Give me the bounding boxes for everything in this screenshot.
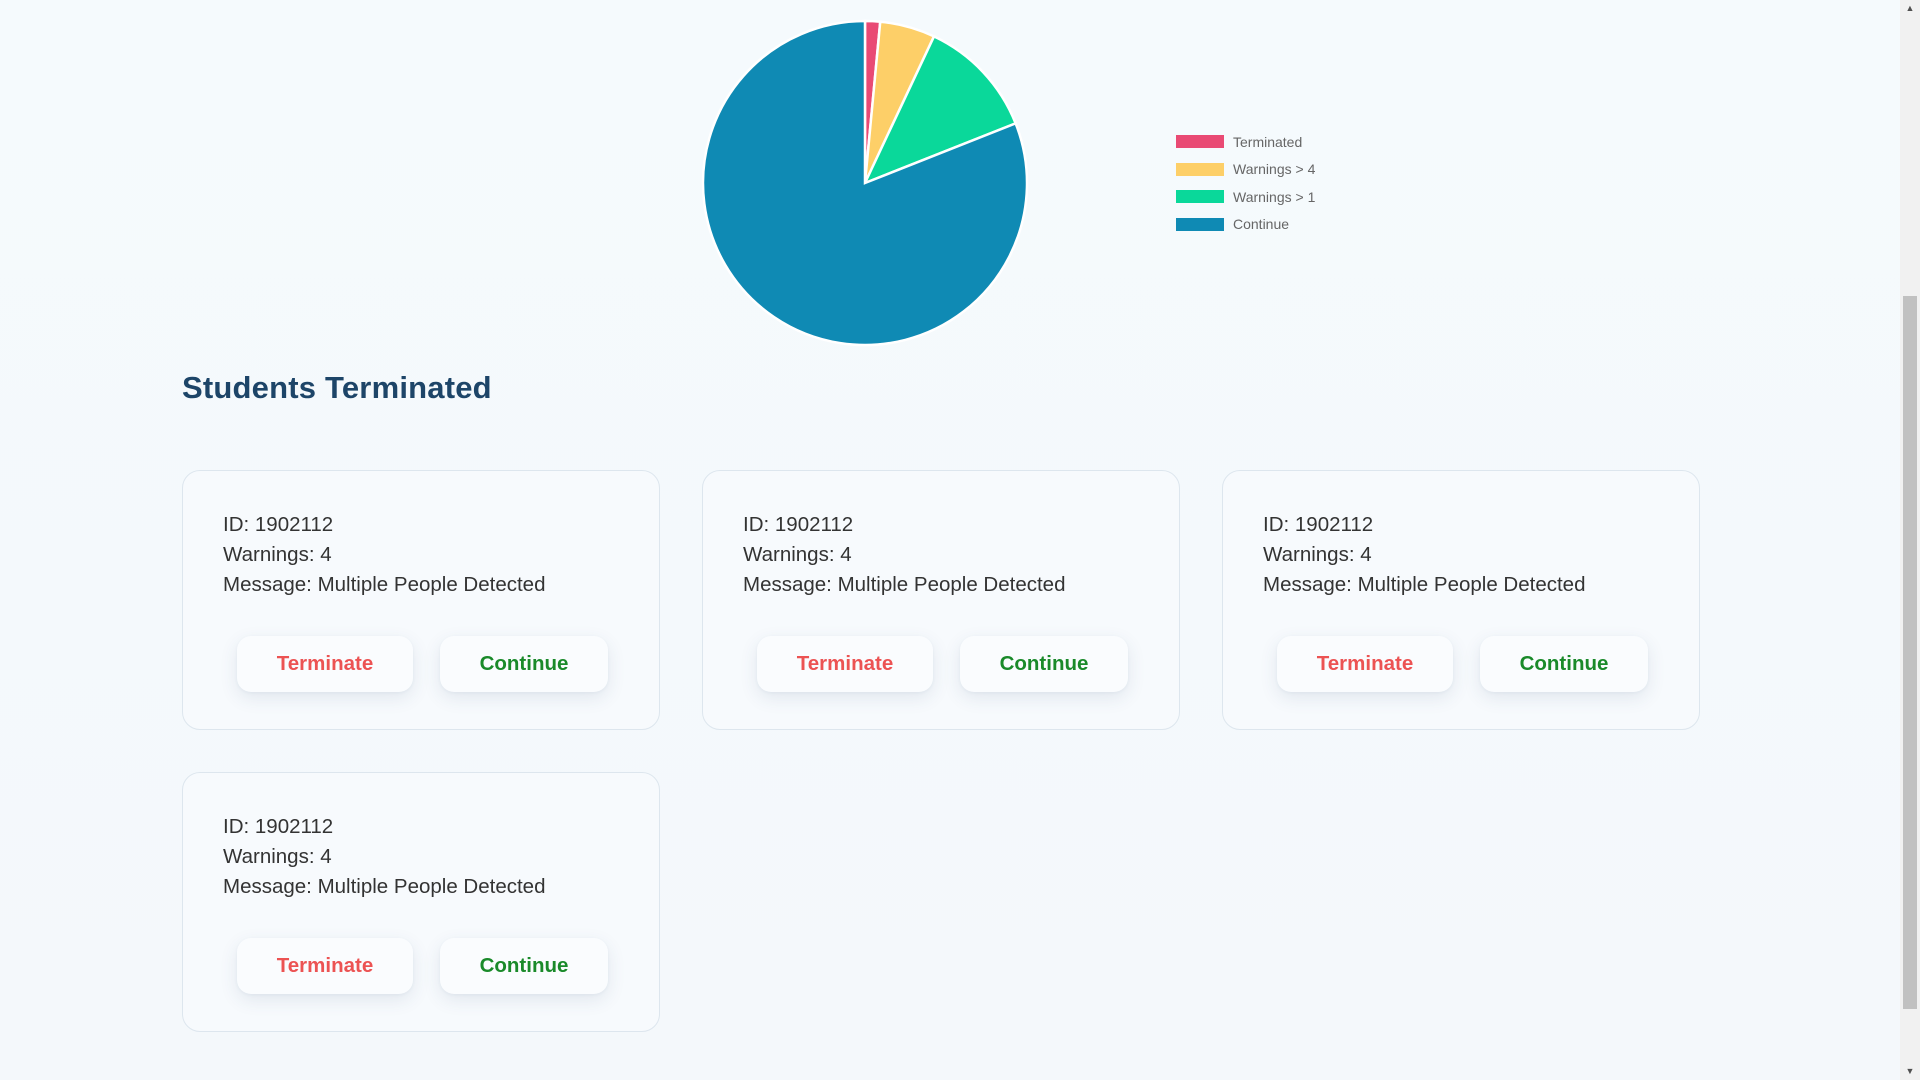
legend-item-terminated[interactable]: Terminated (1176, 128, 1376, 156)
legend-swatch (1176, 217, 1224, 231)
chart-legend: Terminated Warnings > 4 Warnings > 1 Con… (1176, 128, 1376, 238)
section-title: Students Terminated (182, 370, 492, 405)
terminate-button[interactable]: Terminate (237, 636, 413, 692)
legend-swatch (1176, 135, 1224, 149)
vertical-scrollbar[interactable]: ▲ ▼ (1900, 0, 1920, 1080)
continue-button[interactable]: Continue (1480, 636, 1648, 692)
student-warnings: Warnings: 4 (1263, 543, 1372, 566)
legend-label: Continue (1233, 216, 1290, 233)
continue-button[interactable]: Continue (440, 938, 608, 994)
pie-slice-continue[interactable] (701, 19, 1029, 347)
legend-swatch (1176, 190, 1224, 204)
continue-button[interactable]: Continue (440, 636, 608, 692)
student-id: ID: 1902112 (743, 513, 854, 536)
terminate-button[interactable]: Terminate (757, 636, 933, 692)
triangle-down-icon[interactable]: ▼ (1905, 1066, 1915, 1076)
legend-label: Warnings > 4 (1233, 161, 1316, 178)
student-warnings: Warnings: 4 (743, 543, 852, 566)
student-message: Message: Multiple People Detected (1263, 573, 1586, 596)
student-id: ID: 1902112 (223, 815, 334, 838)
student-message: Message: Multiple People Detected (223, 573, 546, 596)
student-card: ID: 1902112 Warnings: 4 Message: Multipl… (1222, 470, 1700, 730)
student-message: Message: Multiple People Detected (743, 573, 1066, 596)
student-id: ID: 1902112 (1263, 513, 1374, 536)
student-card: ID: 1902112 Warnings: 4 Message: Multipl… (182, 772, 660, 1032)
terminate-button[interactable]: Terminate (1277, 636, 1453, 692)
scrollbar-thumb[interactable] (1903, 296, 1917, 1009)
student-warnings: Warnings: 4 (223, 543, 332, 566)
status-pie-chart (701, 19, 1029, 347)
student-card: ID: 1902112 Warnings: 4 Message: Multipl… (702, 470, 1180, 730)
student-warnings: Warnings: 4 (223, 845, 332, 868)
legend-item-continue[interactable]: Continue (1176, 211, 1376, 239)
legend-item-warnings-gt-4[interactable]: Warnings > 4 (1176, 156, 1376, 184)
triangle-up-icon[interactable]: ▲ (1905, 3, 1915, 13)
continue-button[interactable]: Continue (960, 636, 1128, 692)
legend-label: Terminated (1233, 133, 1303, 150)
student-card: ID: 1902112 Warnings: 4 Message: Multipl… (182, 470, 660, 730)
student-id: ID: 1902112 (223, 513, 334, 536)
legend-swatch (1176, 162, 1224, 176)
legend-label: Warnings > 1 (1233, 188, 1316, 205)
terminate-button[interactable]: Terminate (237, 938, 413, 994)
legend-item-warnings-gt-1[interactable]: Warnings > 1 (1176, 183, 1376, 211)
pie-slice-warnings-1[interactable] (862, 34, 1018, 186)
student-message: Message: Multiple People Detected (223, 875, 546, 898)
